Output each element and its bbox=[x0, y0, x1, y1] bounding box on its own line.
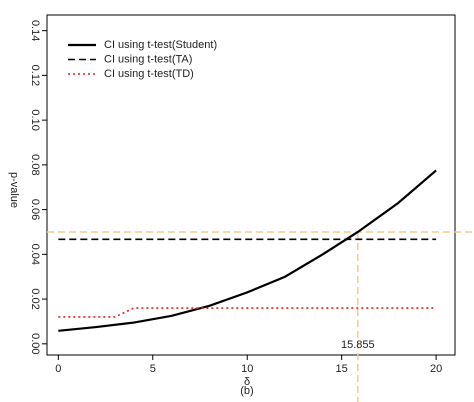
y-tick-label: 0.06 bbox=[29, 199, 41, 220]
x-axis-label: δ bbox=[244, 376, 250, 388]
x-tick-label: 20 bbox=[430, 363, 442, 375]
series-line bbox=[58, 307, 437, 318]
legend-label: CI using t-test(TD) bbox=[104, 68, 194, 80]
x-tick-label: 10 bbox=[241, 363, 253, 375]
y-tick-label: 0.02 bbox=[29, 288, 41, 309]
x-tick-label: 15 bbox=[336, 363, 348, 375]
y-tick-label: 0.14 bbox=[29, 20, 41, 41]
legend-label: CI using t-test(Student) bbox=[104, 39, 217, 51]
series-line bbox=[58, 169, 437, 332]
y-tick-label: 0.10 bbox=[29, 109, 41, 130]
y-tick-label: 0.04 bbox=[29, 244, 41, 265]
y-tick-label: 0.08 bbox=[29, 154, 41, 175]
x-tick-label: 5 bbox=[150, 363, 156, 375]
legend-label: CI using t-test(TA) bbox=[104, 53, 192, 65]
plot-frame bbox=[46, 14, 456, 356]
y-tick-label: 0.00 bbox=[29, 333, 41, 354]
caption: (b) bbox=[240, 385, 253, 397]
y-axis-label: p-value bbox=[8, 172, 20, 208]
x-tick-label: 0 bbox=[55, 363, 61, 375]
threshold-label: 15.855 bbox=[341, 339, 375, 351]
y-tick-label: 0.12 bbox=[29, 65, 41, 86]
